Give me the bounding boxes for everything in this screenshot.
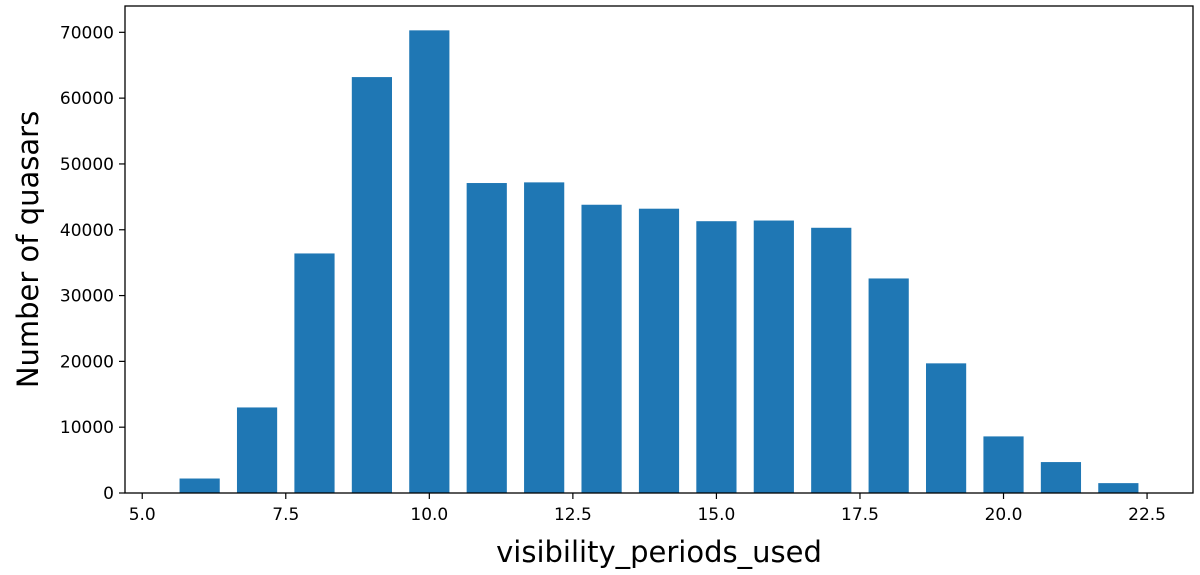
bar xyxy=(236,407,278,493)
y-tick-label: 20000 xyxy=(60,352,114,372)
y-axis-label: Number of quasars xyxy=(11,111,45,388)
bars-group xyxy=(179,30,1139,494)
bar xyxy=(926,363,967,493)
bar xyxy=(696,221,737,493)
x-tick-label: 20.0 xyxy=(985,505,1023,525)
x-tick-label: 22.5 xyxy=(1128,505,1166,525)
x-tick-label: 10.0 xyxy=(410,505,448,525)
bar xyxy=(409,30,450,493)
bar xyxy=(294,253,335,493)
bar xyxy=(868,278,909,493)
bar xyxy=(811,227,852,493)
bar xyxy=(983,436,1024,493)
bar xyxy=(351,77,392,493)
x-tick-label: 12.5 xyxy=(554,505,592,525)
bar xyxy=(524,182,565,493)
y-tick-label: 30000 xyxy=(60,287,114,307)
x-axis: 5.0 7.5 10.0 12.5 15.0 17.5 20.0 22.5 xyxy=(129,493,1166,525)
y-tick-label: 60000 xyxy=(60,89,114,109)
y-tick-label: 0 xyxy=(103,484,114,504)
x-tick-label: 17.5 xyxy=(841,505,879,525)
y-axis: 0 10000 20000 30000 40000 50000 60000 70000 xyxy=(60,23,125,504)
bar xyxy=(179,478,220,493)
y-tick-label: 10000 xyxy=(60,418,114,438)
y-tick-label: 50000 xyxy=(60,155,114,175)
x-axis-label: visibility_periods_used xyxy=(496,535,822,569)
plot-frame xyxy=(124,5,1194,494)
bar xyxy=(466,183,507,493)
bar xyxy=(581,204,622,493)
bar xyxy=(1098,483,1139,493)
y-tick-label: 40000 xyxy=(60,221,114,241)
x-tick-label: 7.5 xyxy=(272,505,299,525)
x-tick-label: 5.0 xyxy=(129,505,156,525)
bar xyxy=(638,208,680,493)
bar xyxy=(753,220,794,494)
x-tick-label: 15.0 xyxy=(697,505,735,525)
y-tick-label: 70000 xyxy=(60,23,114,43)
bar xyxy=(1040,462,1082,493)
